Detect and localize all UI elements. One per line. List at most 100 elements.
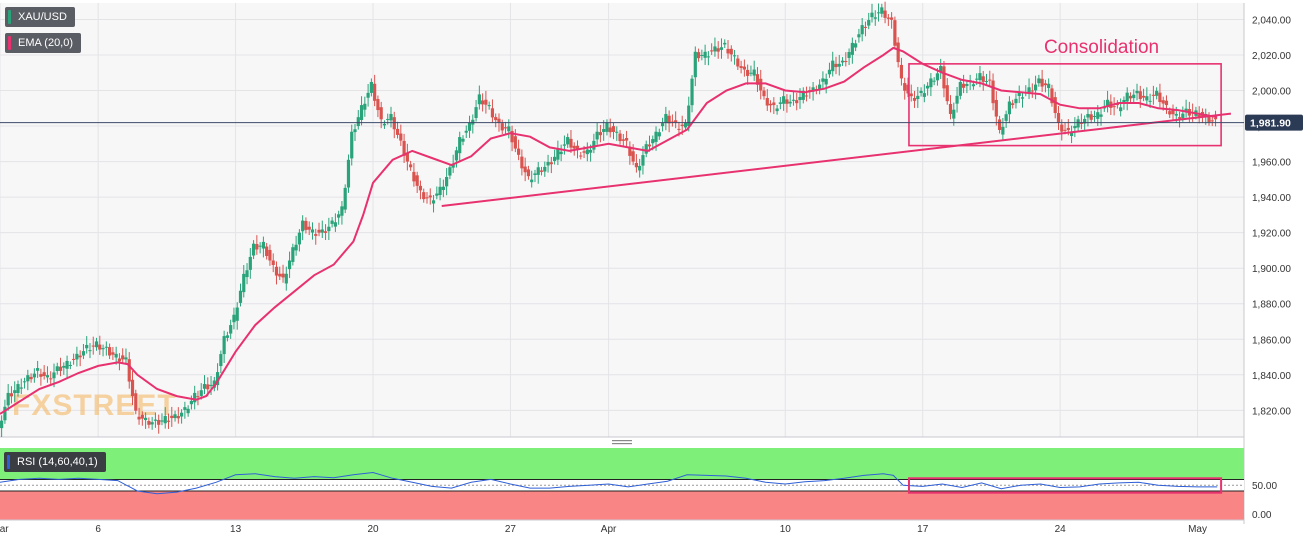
candle-body bbox=[791, 99, 796, 101]
candle-body bbox=[78, 355, 82, 358]
candle-body bbox=[644, 144, 648, 154]
candle-body bbox=[1181, 113, 1185, 119]
candle-body bbox=[382, 123, 387, 126]
candle-body bbox=[1043, 83, 1048, 86]
candle-body bbox=[660, 123, 665, 127]
candle-body bbox=[1037, 78, 1041, 84]
candle-body bbox=[847, 52, 851, 58]
symbol-label: XAU/USD bbox=[18, 11, 67, 23]
candle-body bbox=[677, 128, 681, 130]
candle-body bbox=[343, 187, 347, 210]
candle-body bbox=[1105, 99, 1110, 108]
candle-body bbox=[379, 107, 383, 120]
candle-body bbox=[880, 7, 884, 14]
candle-body bbox=[166, 420, 171, 422]
candle-body bbox=[948, 104, 953, 114]
candle-body bbox=[821, 78, 825, 82]
candle-body bbox=[929, 78, 933, 88]
candle-body bbox=[638, 165, 642, 171]
candle-body bbox=[867, 20, 871, 26]
ema-swatch bbox=[8, 36, 11, 50]
candle-body bbox=[860, 25, 864, 35]
candle-body bbox=[193, 392, 197, 403]
rsi-legend[interactable]: RSI (14,60,40,1) bbox=[4, 452, 106, 472]
candle-body bbox=[39, 374, 43, 377]
candle-body bbox=[958, 81, 962, 96]
candle-body bbox=[611, 126, 616, 132]
candle-body bbox=[251, 243, 256, 256]
candle-body bbox=[238, 290, 243, 303]
candle-body bbox=[536, 167, 540, 175]
candle-body bbox=[52, 372, 56, 379]
candle-body bbox=[500, 123, 504, 131]
candle-body bbox=[592, 140, 596, 150]
candle-body bbox=[484, 99, 488, 105]
candle-body bbox=[1040, 78, 1044, 87]
symbol-legend[interactable]: XAU/USD bbox=[5, 7, 75, 27]
price-tick-label: 2,020.00 bbox=[1252, 51, 1291, 62]
candle-body bbox=[634, 163, 639, 168]
candle-body bbox=[160, 420, 164, 422]
candle-body bbox=[6, 392, 10, 406]
watermark-text: FXSTREET bbox=[12, 389, 177, 422]
candle-body bbox=[163, 416, 167, 424]
candle-body bbox=[975, 78, 979, 80]
candle-body bbox=[824, 78, 828, 85]
candle-body bbox=[189, 400, 194, 405]
candle-body bbox=[942, 66, 946, 89]
candle-body bbox=[474, 107, 478, 118]
candle-body bbox=[173, 414, 177, 419]
candle-body bbox=[1030, 90, 1034, 92]
candle-body bbox=[353, 129, 357, 133]
candle-body bbox=[170, 415, 174, 419]
candle-body bbox=[477, 94, 481, 105]
candle-body bbox=[834, 63, 838, 68]
rsi-tick-label: 0.00 bbox=[1252, 510, 1272, 521]
candle-body bbox=[94, 341, 99, 348]
candle-body bbox=[1066, 127, 1070, 130]
candle-body bbox=[798, 97, 802, 100]
candle-body bbox=[732, 55, 737, 57]
candle-body bbox=[651, 139, 655, 144]
candle-body bbox=[330, 220, 334, 224]
candle-body bbox=[641, 155, 645, 166]
candle-body bbox=[445, 176, 449, 187]
candle-body bbox=[431, 200, 436, 204]
candle-body bbox=[520, 156, 524, 169]
candle-body bbox=[1050, 88, 1054, 104]
candle-body bbox=[742, 66, 746, 70]
candle-body bbox=[988, 79, 992, 81]
candle-body bbox=[840, 60, 845, 63]
support-trendline bbox=[441, 112, 1232, 208]
candle-body bbox=[363, 103, 367, 110]
candle-body bbox=[402, 140, 406, 156]
candle-body bbox=[579, 155, 583, 157]
candle-body bbox=[366, 92, 370, 98]
candle-body bbox=[124, 357, 128, 360]
candle-body bbox=[965, 83, 969, 87]
candle-body bbox=[782, 96, 786, 104]
candle-body bbox=[1056, 113, 1061, 123]
candle-body bbox=[422, 192, 426, 200]
candle-body bbox=[507, 126, 511, 132]
price-tick-label: 1,840.00 bbox=[1252, 371, 1291, 382]
candle-body bbox=[588, 149, 593, 153]
candle-body bbox=[395, 128, 400, 135]
candle-body bbox=[16, 384, 20, 394]
candle-body bbox=[1155, 90, 1159, 96]
candle-body bbox=[304, 220, 308, 230]
candle-body bbox=[706, 56, 710, 58]
candle-body bbox=[945, 85, 949, 102]
candle-body bbox=[297, 232, 301, 245]
candle-body bbox=[890, 17, 894, 20]
candle-body bbox=[340, 206, 344, 216]
candle-body bbox=[1161, 100, 1165, 104]
ema-legend[interactable]: EMA (20,0) bbox=[5, 33, 82, 53]
x-tick-label: 20 bbox=[367, 524, 379, 535]
candle-body bbox=[245, 270, 249, 278]
candle-body bbox=[0, 420, 4, 429]
candle-body bbox=[693, 51, 697, 78]
candle-body bbox=[850, 42, 854, 55]
candle-body bbox=[909, 93, 913, 97]
x-tick-label: 27 bbox=[505, 524, 517, 535]
